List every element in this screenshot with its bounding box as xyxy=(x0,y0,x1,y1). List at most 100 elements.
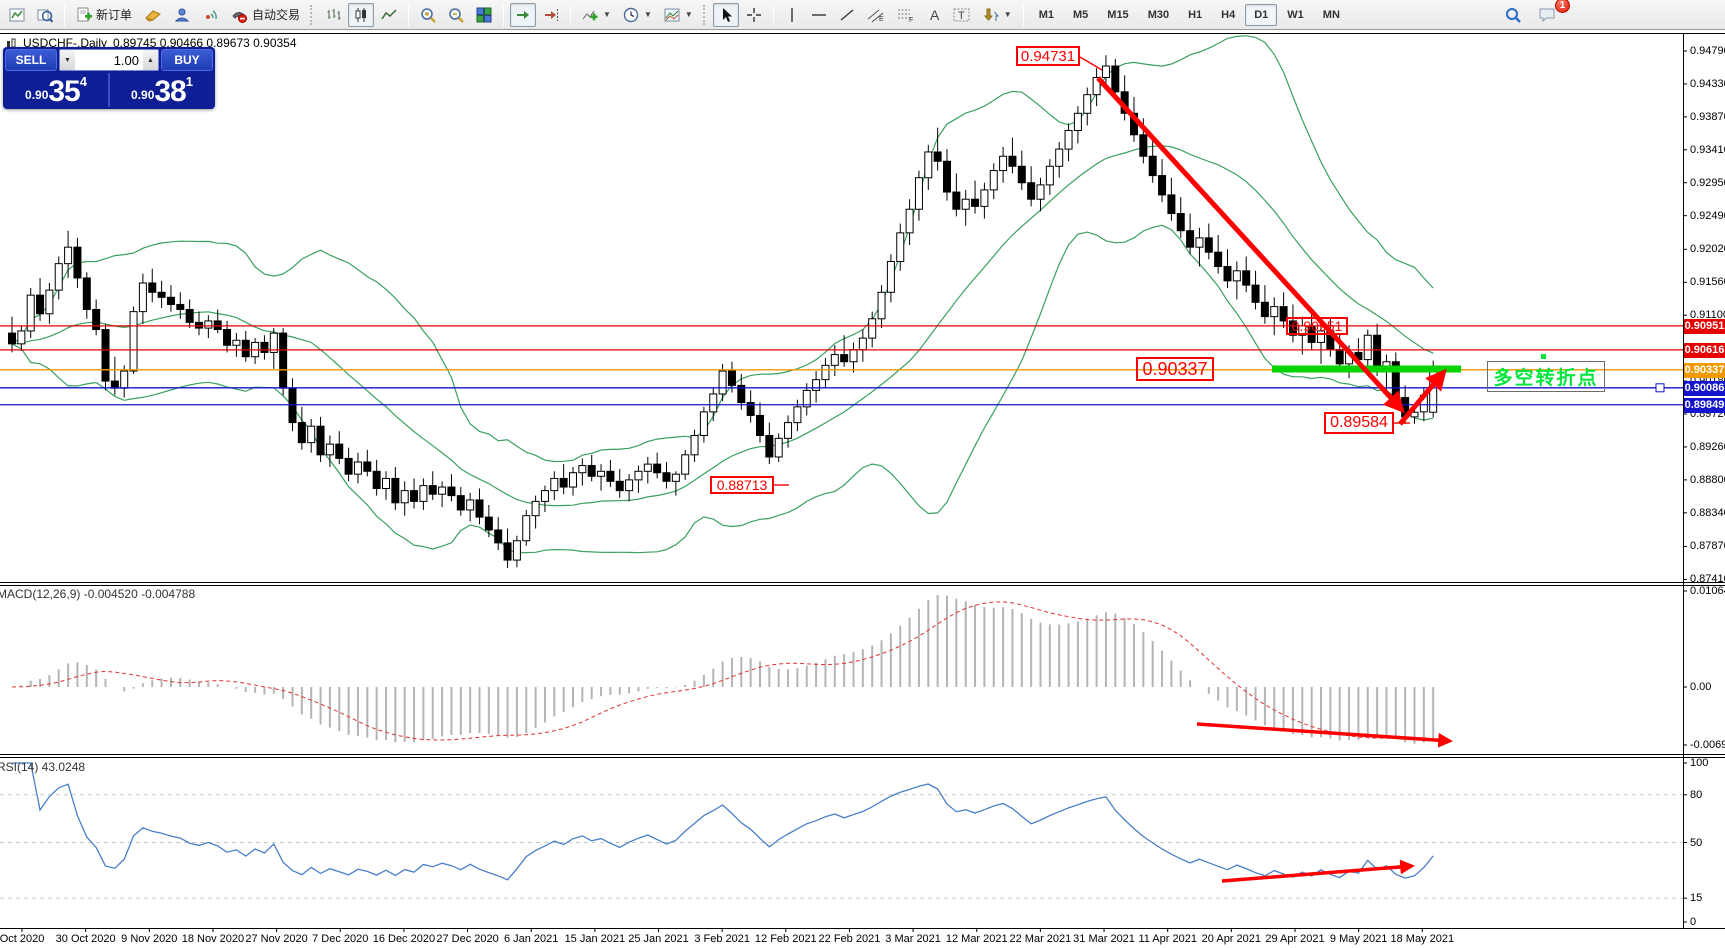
tile-windows-icon[interactable] xyxy=(471,3,497,27)
line-handle[interactable] xyxy=(1655,383,1665,393)
text-icon[interactable]: A xyxy=(922,3,946,27)
sell-button[interactable]: SELL xyxy=(5,49,57,71)
timeframe-D1[interactable]: D1 xyxy=(1245,3,1278,26)
volume-decrease-button[interactable]: ▼ xyxy=(60,50,75,70)
candlestick-chart-icon[interactable] xyxy=(348,2,375,27)
crosshair-icon[interactable] xyxy=(741,3,767,27)
pivot-anchor xyxy=(1541,354,1546,359)
trendline-icon[interactable] xyxy=(834,3,860,27)
buy-button[interactable]: BUY xyxy=(161,49,213,71)
svg-text:9 Nov 2020: 9 Nov 2020 xyxy=(121,933,177,945)
fibonacci-icon[interactable]: F xyxy=(892,3,920,27)
svg-text:20 Apr 2021: 20 Apr 2021 xyxy=(1202,933,1261,945)
toolbar-grip xyxy=(702,4,708,25)
reversal-up-arrow[interactable] xyxy=(1398,368,1447,426)
search-icon[interactable] xyxy=(1499,3,1527,27)
timeframe-MN[interactable]: MN xyxy=(1314,4,1349,26)
buy-price[interactable]: 0.90 38 1 xyxy=(111,73,213,107)
timeframe-H1[interactable]: H1 xyxy=(1179,4,1211,26)
timeframe-M1[interactable]: M1 xyxy=(1030,4,1063,26)
bar-chart-icon[interactable] xyxy=(320,3,346,27)
new-order-button[interactable]: 新订单 xyxy=(71,3,137,27)
chevron-down-icon: ▼ xyxy=(1003,10,1012,19)
text-label-icon[interactable]: T xyxy=(948,3,976,27)
notifications-icon[interactable]: 1 xyxy=(1533,0,1570,27)
svg-text:6 Jan 2021: 6 Jan 2021 xyxy=(504,933,558,945)
price-annotation-0.88713[interactable]: 0.88713 xyxy=(710,476,774,494)
price-divider xyxy=(108,73,110,107)
downtrend-arrow[interactable] xyxy=(1096,76,1405,414)
line-chart-icon[interactable] xyxy=(376,3,402,27)
strategy-tester-icon[interactable] xyxy=(32,3,58,27)
macd-tick: 0.00 xyxy=(1690,681,1712,693)
svg-text:11 Apr 2021: 11 Apr 2021 xyxy=(1138,933,1197,945)
price-annotation-0.94731[interactable]: 0.94731 xyxy=(1016,46,1080,66)
price-annotation-0.90951[interactable]: 0.90951 xyxy=(1286,317,1348,335)
drawing-objects[interactable] xyxy=(774,56,1546,883)
arrows-icon[interactable]: ▼ xyxy=(978,3,1017,27)
market-icon[interactable] xyxy=(169,3,195,27)
chart-window-icon[interactable] xyxy=(4,3,30,27)
signals-icon[interactable] xyxy=(197,3,223,27)
periods-icon[interactable]: ▼ xyxy=(618,3,657,27)
metaeditor-icon[interactable] xyxy=(139,3,167,27)
rsi-trend-arrow[interactable] xyxy=(1221,859,1415,883)
svg-text:27 Dec 2020: 27 Dec 2020 xyxy=(436,933,498,945)
toolbar-separator xyxy=(570,3,572,26)
templates-icon[interactable]: ▼ xyxy=(659,3,698,27)
svg-text:22 Mar 2021: 22 Mar 2021 xyxy=(1010,933,1072,945)
price-annotation-0.90337[interactable]: 0.90337 xyxy=(1136,357,1214,381)
sell-price[interactable]: 0.90 35 4 xyxy=(5,73,107,107)
svg-text:3 Mar 2021: 3 Mar 2021 xyxy=(885,933,941,945)
price-badge-0.90086: 0.90086 xyxy=(1684,380,1725,396)
svg-text:12 Mar 2021: 12 Mar 2021 xyxy=(946,933,1008,945)
zoom-out-icon[interactable] xyxy=(443,3,469,27)
indicators-add-icon[interactable]: ▼ xyxy=(577,3,616,27)
main-toolbar: 新订单 自动交易 ▼ ▼ ▼ E F A T ▼ xyxy=(0,0,1725,30)
rsi-tick: 15 xyxy=(1690,892,1703,905)
price-annotation-0.89584[interactable]: 0.89584 xyxy=(1324,412,1394,434)
volume-input[interactable] xyxy=(75,50,143,70)
buy-price-sup: 1 xyxy=(185,74,193,89)
macd-tick: 0.01064 xyxy=(1690,585,1725,597)
horizontal-line-icon[interactable] xyxy=(806,3,832,27)
auto-scroll-icon[interactable] xyxy=(510,2,537,27)
equidistant-channel-icon[interactable]: E xyxy=(862,3,890,27)
symbol-period-label: USDCHF-,Daily xyxy=(23,36,107,50)
zoom-in-icon[interactable] xyxy=(415,3,441,27)
svg-text:25 Jan 2021: 25 Jan 2021 xyxy=(628,933,689,945)
volume-stepper: ▼ ▲ xyxy=(59,49,159,71)
timeframe-M15[interactable]: M15 xyxy=(1098,4,1137,26)
toolbar-separator xyxy=(1022,3,1024,26)
rsi-label: RSI(14) 43.0248 xyxy=(0,760,86,774)
rsi-tick: 0 xyxy=(1690,916,1697,928)
svg-text:E: E xyxy=(879,16,884,23)
svg-text:29 Apr 2021: 29 Apr 2021 xyxy=(1265,933,1324,945)
price-badge-0.90951: 0.90951 xyxy=(1684,318,1725,334)
price-badge-0.90337: 0.90337 xyxy=(1684,362,1725,378)
svg-text:27 Nov 2020: 27 Nov 2020 xyxy=(245,933,307,945)
buy-price-big: 38 xyxy=(154,75,186,108)
macd-trend-arrow[interactable] xyxy=(1196,722,1453,748)
vertical-line-icon[interactable] xyxy=(780,3,804,27)
pivot-text-label[interactable]: 多空转折点 xyxy=(1487,361,1605,392)
auto-trading-button[interactable]: 自动交易 xyxy=(225,3,305,27)
timeframe-M30[interactable]: M30 xyxy=(1139,4,1178,26)
toolbar-separator xyxy=(64,3,65,26)
cursor-icon[interactable] xyxy=(712,2,739,27)
timeframe-H4[interactable]: H4 xyxy=(1212,4,1244,26)
timeframe-M5[interactable]: M5 xyxy=(1064,4,1097,26)
timeframe-W1[interactable]: W1 xyxy=(1278,4,1313,26)
svg-text:16 Dec 2020: 16 Dec 2020 xyxy=(373,933,435,945)
chart-shift-icon[interactable] xyxy=(538,3,564,27)
svg-text:Oct 2020: Oct 2020 xyxy=(0,933,44,945)
volume-increase-button[interactable]: ▲ xyxy=(143,50,158,70)
